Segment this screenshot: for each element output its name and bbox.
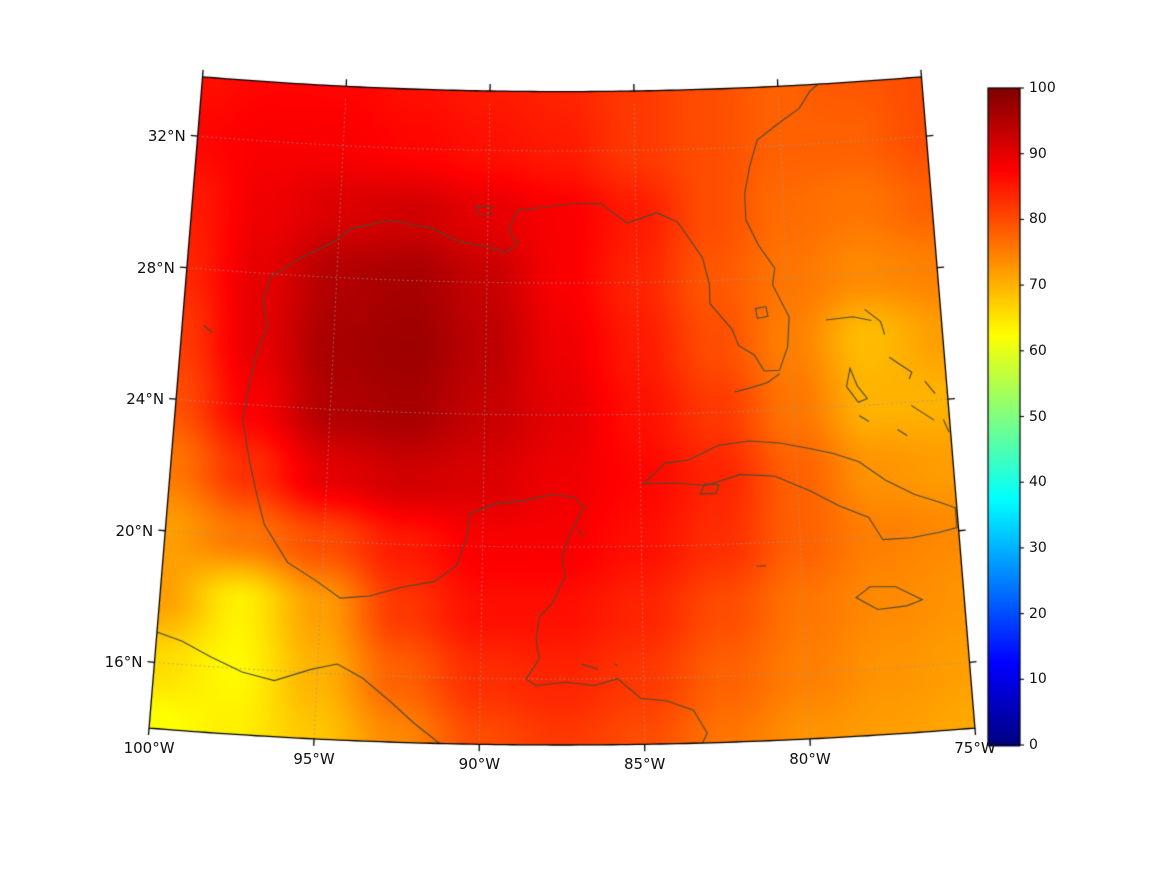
map-heatmap-canvas xyxy=(0,0,1167,875)
figure: 32°N 28°N 24°N 20°N 16°N 100°W 95°W 90°W 85°W 80°… xyxy=(0,0,1167,875)
